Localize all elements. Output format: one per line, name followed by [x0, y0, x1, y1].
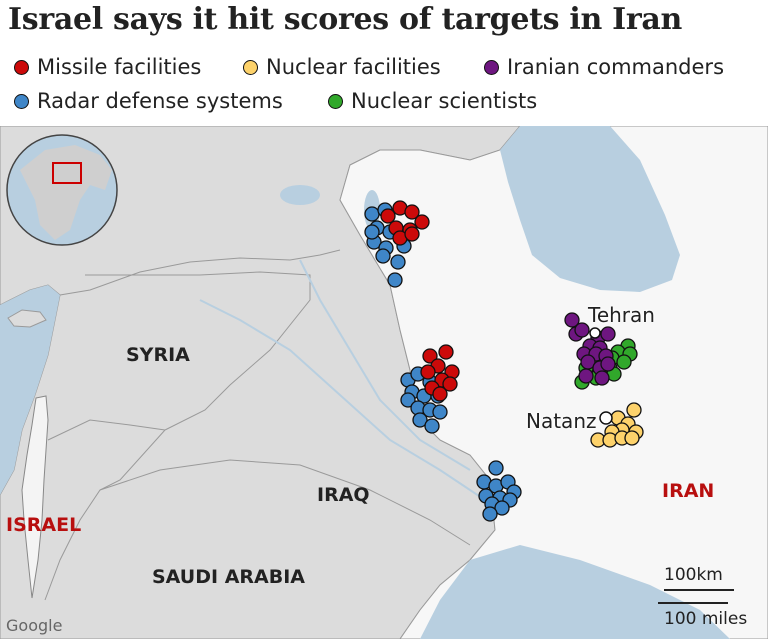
- target-marker: [494, 500, 510, 516]
- legend-label-scientists: Nuclear scientists: [351, 89, 538, 113]
- target-marker: [432, 404, 448, 420]
- target-marker: [380, 208, 396, 224]
- legend-dot-scientists-icon: [328, 93, 343, 109]
- target-marker: [600, 326, 616, 342]
- legend-label-radar: Radar defense systems: [37, 89, 283, 113]
- target-marker: [482, 506, 498, 522]
- border-jordan-saudi: [44, 429, 166, 601]
- legend-label-missile: Missile facilities: [37, 55, 202, 79]
- legend-dot-missile-icon: [14, 59, 29, 75]
- target-marker: [626, 402, 642, 418]
- target-marker: [390, 254, 406, 270]
- legend-item-nuclear: Nuclear facilities: [243, 55, 441, 79]
- target-marker: [375, 248, 391, 264]
- river-euphrates: [199, 299, 486, 501]
- label-tehran: Tehran: [588, 303, 655, 327]
- tehran-marker: [589, 327, 601, 339]
- mediterranean-sea: [0, 285, 60, 495]
- legend-dot-radar-icon: [14, 93, 29, 109]
- target-marker: [424, 418, 440, 434]
- label-saudi-arabia: SAUDI ARABIA: [152, 566, 305, 588]
- google-attribution: Google: [6, 616, 63, 635]
- target-marker: [442, 376, 458, 392]
- label-natanz: Natanz: [526, 409, 597, 433]
- label-iran: IRAN: [662, 480, 715, 502]
- label-syria: SYRIA: [126, 344, 190, 366]
- label-israel: ISRAEL: [6, 514, 82, 536]
- israel-land: [21, 395, 49, 599]
- legend-item-radar: Radar defense systems: [14, 89, 283, 113]
- target-marker: [364, 206, 380, 222]
- border-turkey-syria: [59, 249, 341, 296]
- border-syria-jordan: [47, 419, 166, 441]
- label-iraq: IRAQ: [317, 484, 370, 506]
- target-marker: [422, 348, 438, 364]
- scale-km-label: 100km: [664, 565, 723, 585]
- target-marker: [364, 224, 380, 240]
- persian-gulf: [420, 545, 730, 639]
- scale-miles-bar: [658, 602, 728, 604]
- inset-region-marker: [52, 162, 82, 184]
- target-marker: [400, 392, 416, 408]
- inset-globe-land: [20, 145, 112, 240]
- map: [0, 126, 768, 639]
- legend-dot-nuclear-icon: [243, 59, 258, 75]
- cyprus-land: [7, 309, 47, 328]
- border-iraq-saudi: [99, 459, 471, 546]
- scale-km-bar: [664, 589, 734, 591]
- legend-label-commanders: Iranian commanders: [507, 55, 725, 79]
- river-tigris: [299, 259, 471, 471]
- target-marker: [404, 204, 420, 220]
- target-marker: [574, 322, 590, 338]
- legend-item-commanders: Iranian commanders: [484, 55, 724, 79]
- header: Israel says it hit scores of targets in …: [0, 0, 768, 126]
- natanz-marker: [599, 411, 613, 425]
- target-marker: [387, 272, 403, 288]
- target-marker: [564, 312, 580, 328]
- legend-label-nuclear: Nuclear facilities: [266, 55, 441, 79]
- caspian-sea: [500, 126, 680, 292]
- target-marker: [420, 364, 436, 380]
- target-marker: [438, 344, 454, 360]
- target-marker: [488, 460, 504, 476]
- target-marker: [404, 226, 420, 242]
- scale-miles-label: 100 miles: [664, 609, 748, 629]
- target-marker: [624, 430, 640, 446]
- legend-item-missile: Missile facilities: [14, 55, 201, 79]
- target-marker: [412, 412, 428, 428]
- target-marker: [616, 354, 632, 370]
- target-markers: [364, 200, 644, 522]
- page-title: Israel says it hit scores of targets in …: [8, 2, 683, 37]
- target-marker: [600, 356, 616, 372]
- target-marker: [594, 370, 610, 386]
- target-marker: [578, 368, 594, 384]
- target-marker: [414, 214, 430, 230]
- legend-dot-commanders-icon: [484, 59, 499, 75]
- legend-item-scientists: Nuclear scientists: [328, 89, 537, 113]
- target-marker: [432, 386, 448, 402]
- lake-van: [280, 185, 320, 205]
- border-syria-iraq: [85, 271, 311, 431]
